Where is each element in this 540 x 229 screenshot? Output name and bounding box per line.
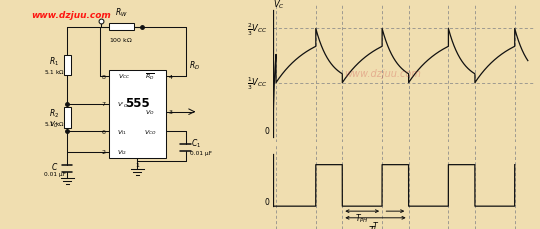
Text: $t$(s): $t$(s) xyxy=(538,200,540,212)
Text: $R_1$: $R_1$ xyxy=(50,55,59,68)
Text: $T_{PL}$: $T_{PL}$ xyxy=(368,224,383,229)
Text: 8: 8 xyxy=(102,74,106,79)
Text: $V_C$: $V_C$ xyxy=(50,119,59,129)
Text: 5.1 k$\Omega$: 5.1 k$\Omega$ xyxy=(44,120,65,128)
Text: $R_W$: $R_W$ xyxy=(115,6,127,19)
Bar xyxy=(64,108,71,128)
Bar xyxy=(64,55,71,76)
Text: $V_O$: $V_O$ xyxy=(145,108,155,117)
Text: $\frac{1}{3}V_{CC}$: $\frac{1}{3}V_{CC}$ xyxy=(247,75,267,91)
Text: $\frac{2}{3}V_{CC}$: $\frac{2}{3}V_{CC}$ xyxy=(247,21,267,38)
Text: 100 k$\Omega$: 100 k$\Omega$ xyxy=(109,36,133,44)
Text: $T$: $T$ xyxy=(372,219,379,229)
Text: $R_D$: $R_D$ xyxy=(189,60,200,72)
Text: $V_C$: $V_C$ xyxy=(273,0,285,11)
Text: $T_{PH}$: $T_{PH}$ xyxy=(355,212,369,224)
Text: $\overline{R_D}$: $\overline{R_D}$ xyxy=(145,72,155,82)
Text: 0.01 μF: 0.01 μF xyxy=(44,171,65,176)
Text: $V_{I2}$: $V_{I2}$ xyxy=(117,148,127,157)
Text: 1: 1 xyxy=(136,162,139,167)
Text: 3: 3 xyxy=(169,110,173,115)
Text: $t$(s): $t$(s) xyxy=(538,131,540,143)
Text: $R_2$: $R_2$ xyxy=(49,107,59,120)
Text: 2: 2 xyxy=(102,150,106,155)
Text: 0: 0 xyxy=(265,197,269,206)
Text: $C$: $C$ xyxy=(51,161,58,172)
Text: 6: 6 xyxy=(102,129,106,134)
Bar xyxy=(109,71,166,158)
Text: 0.01 μF: 0.01 μF xyxy=(190,150,212,155)
Text: $V'_O$: $V'_O$ xyxy=(117,99,128,109)
Text: $C_1$: $C_1$ xyxy=(191,137,201,149)
Text: 7: 7 xyxy=(102,102,106,107)
Text: $V_{CO}$: $V_{CO}$ xyxy=(144,127,156,136)
Text: 555: 555 xyxy=(125,97,150,109)
Text: 5.1 k$\Omega$: 5.1 k$\Omega$ xyxy=(44,68,65,76)
Text: $V_{I1}$: $V_{I1}$ xyxy=(117,127,127,136)
Text: 4: 4 xyxy=(169,74,173,79)
Text: $V_{CC}$: $V_{CC}$ xyxy=(118,72,131,81)
Bar xyxy=(109,24,134,31)
Text: www.dzjuu.com: www.dzjuu.com xyxy=(31,11,111,20)
Text: www.dzjuu.com: www.dzjuu.com xyxy=(345,68,421,78)
Text: 0: 0 xyxy=(265,127,269,136)
